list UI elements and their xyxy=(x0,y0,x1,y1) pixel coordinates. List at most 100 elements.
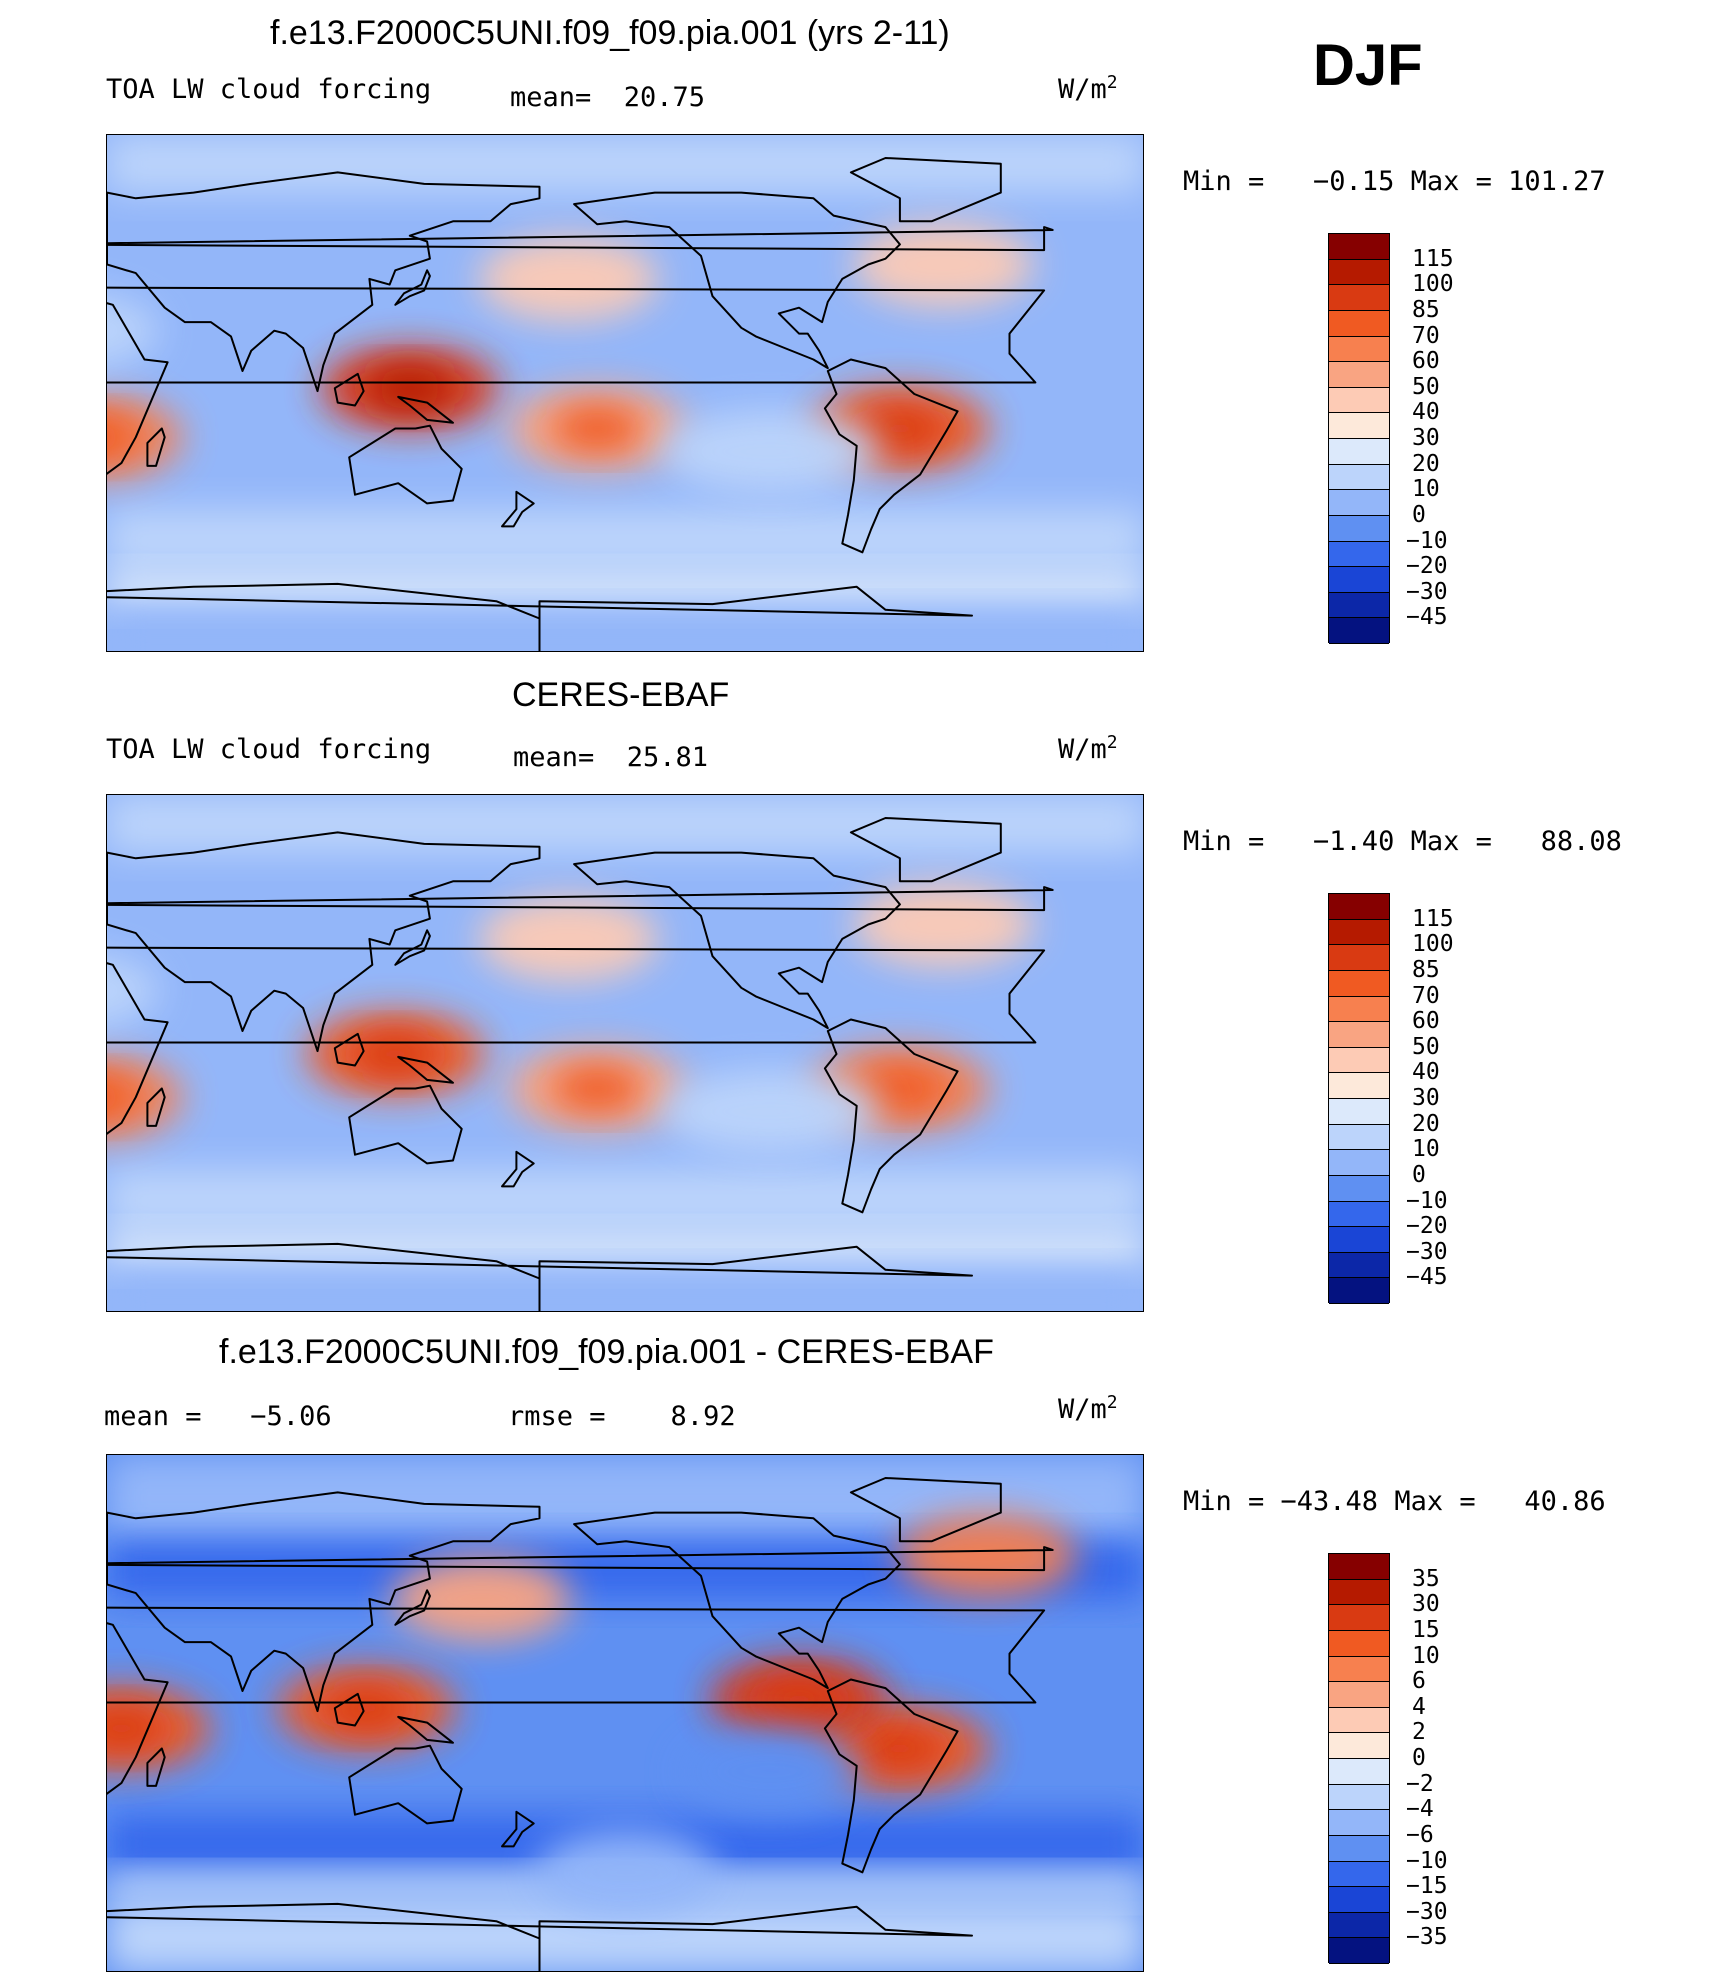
colorbar-swatch xyxy=(1329,1579,1389,1606)
colorbar-level-label: 30 xyxy=(1412,425,1440,451)
field-band xyxy=(107,795,1143,853)
colorbar-swatch xyxy=(1329,1605,1389,1631)
min-max-stats: Min = −1.40 Max = 88.08 xyxy=(1183,826,1622,857)
coastline-south-america xyxy=(823,1678,959,1874)
map xyxy=(106,1454,1144,1972)
colorbar-level-label: −45 xyxy=(1406,604,1448,631)
colorbar-level-label: 50 xyxy=(1412,373,1440,400)
colorbar-level-label: −20 xyxy=(1406,1213,1448,1240)
colorbar-level-label: −10 xyxy=(1406,527,1448,554)
rmse-label: rmse = 8.92 xyxy=(508,1401,736,1432)
coastline-new-guinea xyxy=(397,1055,454,1084)
coastline-south-america xyxy=(823,1018,959,1214)
field-band xyxy=(107,135,1143,193)
colorbar-swatch xyxy=(1329,1887,1389,1913)
coastline-antarctica xyxy=(107,1902,973,1971)
field-region-north-pacific xyxy=(391,1556,572,1641)
colorbar-swatch xyxy=(1329,1022,1389,1048)
field-band xyxy=(107,572,1143,610)
colorbar-level-label: −30 xyxy=(1406,578,1448,605)
colorbar-level-label: 85 xyxy=(1412,296,1440,323)
colorbar-swatch xyxy=(1329,439,1389,465)
colorbar-level-label: 30 xyxy=(1412,1591,1440,1618)
coastline-greenland xyxy=(849,817,1002,883)
field-region-north-pacific xyxy=(478,236,659,321)
coastline-borneo xyxy=(333,1032,365,1067)
colorbar-level-label: −35 xyxy=(1406,1924,1448,1951)
colorbar-swatch xyxy=(1329,515,1389,542)
colorbar-level-label: 20 xyxy=(1412,1110,1440,1137)
coastline-japan xyxy=(394,929,431,966)
min-max-stats: Min = −43.48 Max = 40.86 xyxy=(1183,1486,1606,1517)
field-region-southern-africa xyxy=(107,395,183,479)
colorbar-swatch xyxy=(1329,919,1389,946)
coastline-eurasia xyxy=(107,1491,541,1713)
colorbar-level-label: −45 xyxy=(1406,1264,1448,1291)
colorbar-level-label: −30 xyxy=(1406,1238,1448,1265)
coastline-madagascar xyxy=(146,1747,166,1787)
colorbar-level-label: 30 xyxy=(1412,1085,1440,1111)
coastline-uk xyxy=(107,226,1054,252)
colorbar-level-label: 115 xyxy=(1412,905,1454,932)
colorbar-swatch xyxy=(1329,1835,1389,1862)
colorbar-level-label: 0 xyxy=(1412,501,1426,528)
field-core-maritime-continent xyxy=(350,1032,441,1076)
colorbar-swatch xyxy=(1329,1682,1389,1708)
colorbar-level-label: 15 xyxy=(1412,1616,1440,1643)
field-core-maritime-continent xyxy=(364,366,455,411)
mean-label: mean= 25.81 xyxy=(513,742,709,773)
colorbar-level-label: 0 xyxy=(1412,1745,1426,1771)
colorbar-level-label: 10 xyxy=(1412,1642,1440,1669)
colorbar-swatch xyxy=(1329,362,1389,388)
colorbar-swatch xyxy=(1329,1554,1389,1580)
colorbar-level-label: −6 xyxy=(1406,1821,1434,1848)
colorbar-swatch xyxy=(1329,894,1389,920)
colorbar-level-label: 10 xyxy=(1412,476,1440,503)
colorbar-level-label: −10 xyxy=(1406,1187,1448,1214)
map xyxy=(106,134,1144,652)
colorbar-swatch xyxy=(1329,1733,1389,1759)
field-label: TOA LW cloud forcing xyxy=(106,734,432,765)
colorbar-level-label: −10 xyxy=(1406,1847,1448,1874)
map-canvas xyxy=(107,135,1143,651)
coastline-eurasia xyxy=(107,831,541,1053)
coastline-eurasia xyxy=(107,171,541,393)
coastline-madagascar xyxy=(146,427,166,467)
colorbar-level-label: 60 xyxy=(1412,348,1440,375)
units-label: W/m2 xyxy=(1058,1392,1118,1425)
colorbar-swatch xyxy=(1329,1759,1389,1785)
colorbar-swatch xyxy=(1329,1252,1389,1279)
field-core-spcz xyxy=(552,406,643,451)
colorbar-swatch xyxy=(1329,1278,1389,1304)
colorbar-level-label: −15 xyxy=(1406,1873,1448,1900)
field-core-spcz xyxy=(552,1066,643,1111)
field-core-southern-africa xyxy=(107,1706,167,1751)
units-label: W/m2 xyxy=(1058,72,1118,105)
colorbar-level-label: 40 xyxy=(1412,399,1440,426)
field-region-southeast-pacific xyxy=(680,1729,861,1814)
colorbar-swatch xyxy=(1329,1656,1389,1683)
colorbar-level-label: 60 xyxy=(1412,1008,1440,1035)
coastline-south-america xyxy=(823,358,959,554)
map-canvas xyxy=(107,795,1143,1311)
colorbar xyxy=(1328,893,1390,1304)
coastline-greenland xyxy=(849,157,1002,223)
units-label: W/m2 xyxy=(1058,732,1118,765)
colorbar-swatch xyxy=(1329,1810,1389,1836)
colorbar-swatch xyxy=(1329,541,1389,568)
colorbar-swatch xyxy=(1329,336,1389,363)
colorbar-level-label: 100 xyxy=(1412,271,1454,298)
colorbar-swatch xyxy=(1329,970,1389,997)
field-region-north-atlantic xyxy=(853,222,1034,307)
field-band xyxy=(107,609,1143,651)
field-region-north-atlantic xyxy=(896,1513,1077,1598)
colorbar-level-label: 20 xyxy=(1412,450,1440,477)
field-region-southeast-pacific xyxy=(660,1069,881,1154)
coastline-madagascar xyxy=(146,1087,166,1127)
coastline-japan xyxy=(394,1589,431,1626)
colorbar-swatch xyxy=(1329,310,1389,337)
coastline-borneo xyxy=(333,1692,365,1727)
panel-title: f.e13.F2000C5UNI.f09_f09.pia.001 - CERES… xyxy=(219,1333,994,1371)
coastline-japan xyxy=(394,269,431,306)
coastline-africa xyxy=(107,286,1046,475)
